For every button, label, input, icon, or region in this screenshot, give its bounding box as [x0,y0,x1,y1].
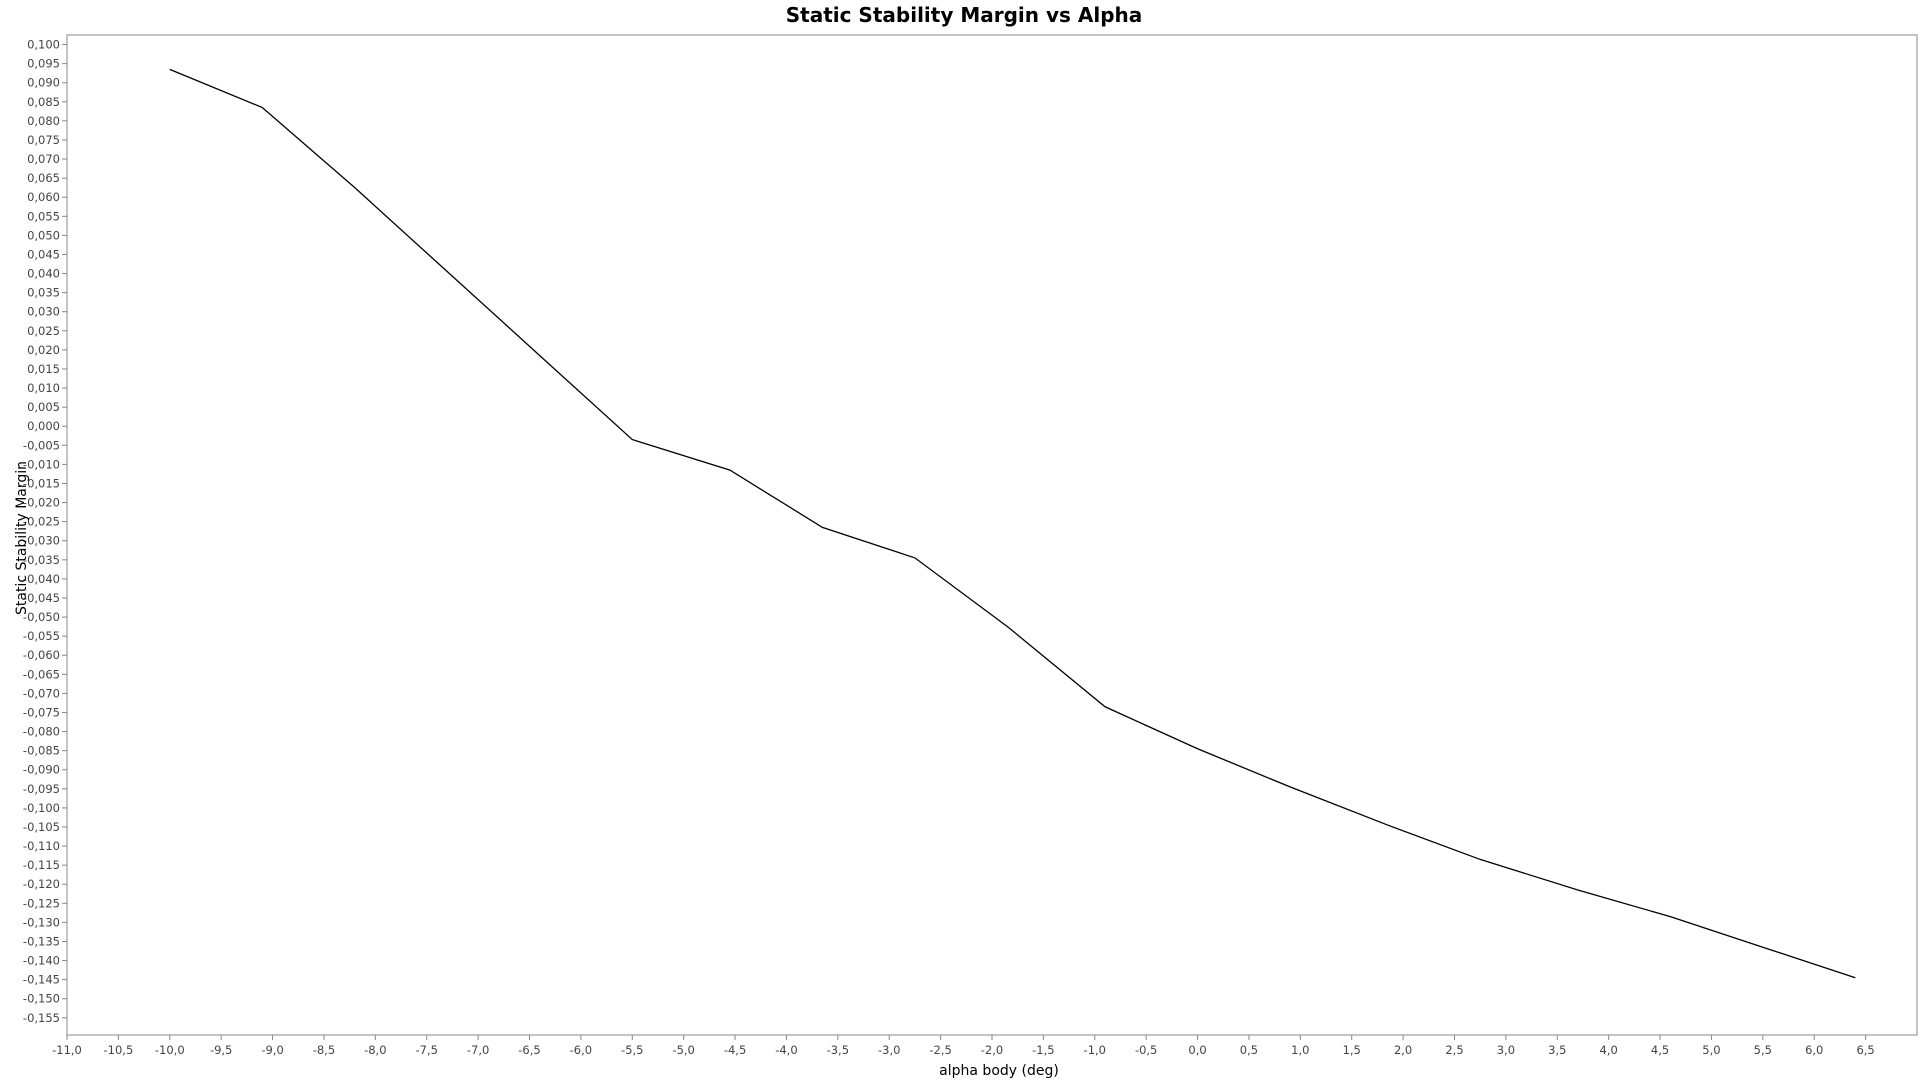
y-tick-label: -0,135 [23,934,60,948]
y-tick-label: 0,100 [27,38,60,52]
y-tick-label: 0,055 [27,209,60,223]
x-axis-label: alpha body (deg) [939,1063,1059,1079]
x-tick-label: -7,5 [415,1043,437,1057]
y-tick-label: 0,005 [27,400,60,414]
y-tick-label: -0,025 [23,515,60,529]
x-tick-label: 5,5 [1754,1043,1772,1057]
x-tick-label: -4,5 [724,1043,746,1057]
y-tick-label: -0,125 [23,896,60,910]
x-tick-label: -2,0 [981,1043,1003,1057]
y-tick-label: 0,040 [27,267,60,281]
x-tick-label: 6,5 [1856,1043,1874,1057]
x-tick-label: -8,0 [364,1043,386,1057]
x-tick-label: -11,0 [52,1043,82,1057]
y-tick-label: -0,040 [23,572,60,586]
plot-frame [66,34,1918,1036]
x-tick-label: -4,0 [775,1043,797,1057]
x-tick-label: -1,0 [1084,1043,1106,1057]
y-tick-label: -0,120 [23,877,60,891]
y-tick-label: -0,130 [23,915,60,929]
y-tick-label: 0,030 [27,305,60,319]
series-line-0 [169,68,1856,979]
x-tick-label: -6,5 [518,1043,540,1057]
x-tick-label: 6,0 [1805,1043,1823,1057]
y-tick-label: -0,155 [23,1011,60,1025]
x-tick-label: 0,5 [1240,1043,1258,1057]
y-tick-label: -0,020 [23,496,60,510]
y-tick-label: 0,025 [27,324,60,338]
x-tick-label: 4,5 [1651,1043,1669,1057]
y-tick-label: -0,030 [23,534,60,548]
x-tick-label: 4,0 [1600,1043,1618,1057]
y-tick-label: -0,150 [23,992,60,1006]
x-tick-label: -0,5 [1135,1043,1157,1057]
y-tick-label: -0,070 [23,686,60,700]
x-tick-label: 1,5 [1343,1043,1361,1057]
y-tick-label: -0,110 [23,839,60,853]
x-tick-label: -2,5 [929,1043,951,1057]
y-tick-label: -0,005 [23,438,60,452]
y-tick-label: 0,035 [27,286,60,300]
y-tick-label: -0,140 [23,954,60,968]
y-tick-label: -0,035 [23,553,60,567]
x-tick-label: -9,5 [210,1043,232,1057]
y-tick-label: 0,015 [27,362,60,376]
x-tick-label: 0,0 [1188,1043,1206,1057]
x-tick-label: -7,0 [467,1043,489,1057]
x-tick-label: 5,0 [1702,1043,1720,1057]
y-tick-label: 0,080 [27,114,60,128]
y-tick-label: -0,060 [23,648,60,662]
y-axis-label: Static Stability Margin [14,461,30,615]
x-tick-label: 2,5 [1445,1043,1463,1057]
y-tick-label: -0,095 [23,782,60,796]
x-tick-label: -5,0 [672,1043,694,1057]
y-tick-label: 0,060 [27,190,60,204]
y-tick-label: -0,015 [23,476,60,490]
x-tick-label: 1,0 [1291,1043,1309,1057]
y-tick-label: -0,145 [23,973,60,987]
chart-title: Static Stability Margin vs Alpha [786,3,1143,27]
y-tick-label: 0,085 [27,95,60,109]
x-tick-label: 2,0 [1394,1043,1412,1057]
y-tick-label: -0,080 [23,725,60,739]
y-tick-label: -0,050 [23,610,60,624]
y-tick-label: -0,105 [23,820,60,834]
x-tick-label: -8,5 [313,1043,335,1057]
y-tick-label: 0,070 [27,152,60,166]
x-tick-label: -3,0 [878,1043,900,1057]
y-tick-label: 0,010 [27,381,60,395]
x-tick-label: -10,0 [155,1043,185,1057]
y-tick-label: 0,075 [27,133,60,147]
y-tick-label: -0,085 [23,744,60,758]
y-tick-label: -0,055 [23,629,60,643]
y-tick-label: -0,100 [23,801,60,815]
y-tick-label: 0,090 [27,76,60,90]
y-tick-label: 0,020 [27,343,60,357]
y-tick-label: 0,000 [27,419,60,433]
x-tick-label: -3,5 [827,1043,849,1057]
y-tick-label: -0,090 [23,763,60,777]
y-tick-label: -0,075 [23,705,60,719]
y-tick-label: -0,115 [23,858,60,872]
y-tick-label: -0,045 [23,591,60,605]
x-tick-label: -1,5 [1032,1043,1054,1057]
x-tick-label: -5,5 [621,1043,643,1057]
y-tick-label: 0,050 [27,228,60,242]
x-tick-label: -6,0 [570,1043,592,1057]
x-tick-label: 3,5 [1548,1043,1566,1057]
y-tick-label: 0,065 [27,171,60,185]
y-tick-label: -0,065 [23,667,60,681]
x-tick-label: -9,0 [261,1043,283,1057]
y-tick-label: 0,095 [27,57,60,71]
x-tick-label: -10,5 [104,1043,134,1057]
x-tick-label: 3,0 [1497,1043,1515,1057]
y-tick-label: 0,045 [27,247,60,261]
y-tick-label: -0,010 [23,457,60,471]
